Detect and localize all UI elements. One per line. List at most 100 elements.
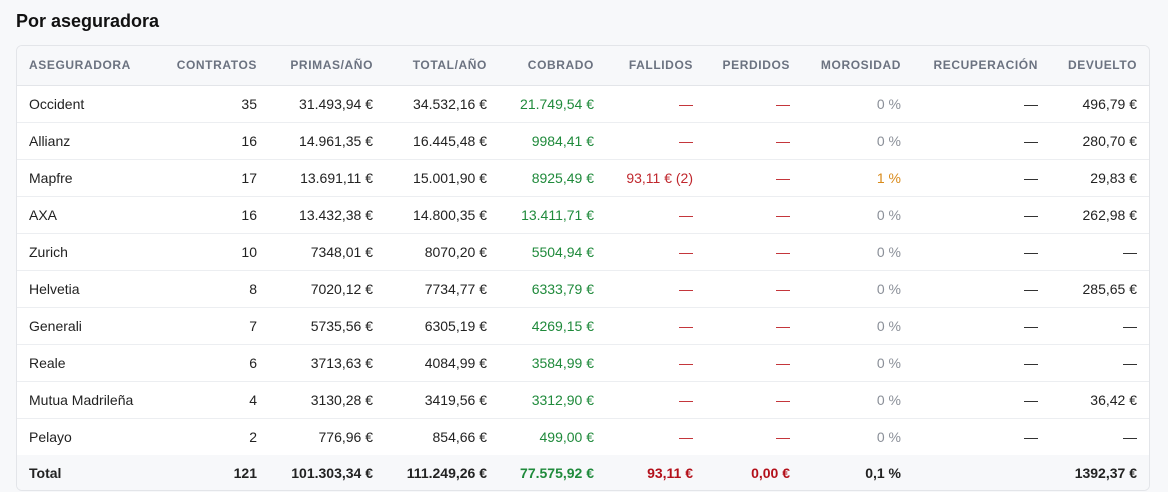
cell-fallidos: — — [594, 85, 693, 123]
cell-cobrado: 6333,79 € — [487, 270, 594, 308]
table-row[interactable]: Helvetia 8 7020,12 €7734,77 €6333,79 € — —0 … — [17, 270, 1149, 308]
col-header-recuperacion[interactable]: RECUPERACIÓN — [901, 46, 1038, 86]
cell-total: 3419,56 € — [373, 381, 487, 419]
cell-primas: 7348,01 € — [257, 233, 373, 271]
totals-cobrado: 77.575,92 € — [520, 464, 594, 481]
col-header-fallidos[interactable]: FALLIDOS — [594, 46, 693, 86]
cell-recuperacion: — — [901, 344, 1038, 382]
cell-morosidad: 0 % — [790, 122, 901, 160]
col-header-contratos[interactable]: CONTRATOS — [150, 46, 257, 86]
col-header-aseguradora[interactable]: ASEGURADORA — [17, 46, 150, 86]
cell-contratos: 10 — [150, 233, 257, 271]
cell-primas: 14.961,35 € — [257, 122, 373, 160]
table-row[interactable]: Pelayo 2 776,96 € 854,66 € 499,00 € — — 0 % — — — [17, 418, 1149, 455]
cell-perdidos: — — [693, 344, 790, 382]
table-row[interactable]: Mapfre 17 13.691,11 €15.001,90 €8925,49 €9… — [17, 159, 1149, 197]
cell-contratos: 16 — [150, 122, 257, 160]
col-header-cobrado[interactable]: COBRADO — [487, 46, 594, 86]
table-row[interactable]: Reale 6 3713,63 €4084,99 €3584,99 € — —0 % — — — [17, 344, 1149, 382]
cell-devuelto: — — [1123, 428, 1137, 445]
cell-aseguradora: Mutua Madrileña — [17, 381, 150, 419]
cell-contratos: 16 — [150, 196, 257, 234]
cell-cobrado: 8925,49 € — [487, 159, 594, 197]
cell-aseguradora: Generali — [17, 307, 150, 345]
cell-perdidos: — — [693, 307, 790, 345]
cell-total: 6305,19 € — [373, 307, 487, 345]
cell-total: 854,66 € — [432, 428, 488, 445]
cell-total: 34.532,16 € — [373, 85, 487, 123]
cell-fallidos: — — [679, 428, 693, 445]
cell-recuperacion: — — [901, 85, 1038, 123]
totals-primas: 101.303,34 € — [291, 464, 373, 481]
cell-perdidos: — — [693, 159, 790, 197]
cell-primas: 31.493,94 € — [257, 85, 373, 123]
cell-aseguradora: Helvetia — [17, 270, 150, 308]
cell-aseguradora: Zurich — [17, 233, 150, 271]
table-row[interactable]: Zurich 10 7348,01 €8070,20 €5504,94 € — —0 %… — [17, 233, 1149, 271]
cell-contratos: 7 — [150, 307, 257, 345]
col-header-morosidad[interactable]: MOROSIDAD — [790, 46, 901, 86]
cell-morosidad: 0 % — [790, 381, 901, 419]
cell-perdidos: — — [776, 428, 790, 445]
cell-morosidad: 0 % — [790, 344, 901, 382]
totals-total: 111.249,26 € — [406, 464, 487, 481]
cell-devuelto: — — [1038, 233, 1149, 271]
cell-contratos: 2 — [249, 428, 257, 445]
cell-fallidos: — — [594, 233, 693, 271]
cell-fallidos: — — [594, 381, 693, 419]
table-row[interactable]: Allianz 16 14.961,35 €16.445,48 €9984,41 €… — [17, 122, 1149, 160]
table-header-row: ASEGURADORA CONTRATOS PRIMAS/AÑO TOTAL/A… — [17, 46, 1149, 86]
cell-primas: 3713,63 € — [257, 344, 373, 382]
cell-morosidad: 0 % — [790, 196, 901, 234]
table-row[interactable]: AXA 16 13.432,38 €14.800,35 €13.411,71 € — —… — [17, 196, 1149, 234]
cell-devuelto: 280,70 € — [1038, 122, 1149, 160]
insurer-table-card: ASEGURADORA CONTRATOS PRIMAS/AÑO TOTAL/A… — [16, 45, 1150, 491]
cell-devuelto: — — [1038, 344, 1149, 382]
cell-aseguradora: AXA — [17, 196, 150, 234]
cell-devuelto: 29,83 € — [1038, 159, 1149, 197]
cell-morosidad: 0 % — [790, 307, 901, 345]
cell-total: 4084,99 € — [373, 344, 487, 382]
cell-contratos: 35 — [150, 85, 257, 123]
cell-cobrado: 3312,90 € — [487, 381, 594, 419]
cell-perdidos: — — [693, 270, 790, 308]
totals-label: Total — [29, 464, 62, 481]
cell-fallidos: — — [594, 307, 693, 345]
cell-cobrado: 13.411,71 € — [487, 196, 594, 234]
cell-contratos: 8 — [150, 270, 257, 308]
table-row[interactable]: Occident 35 31.493,94 €34.532,16 €21.749,5… — [17, 85, 1149, 123]
cell-perdidos: — — [693, 233, 790, 271]
table-row[interactable]: Generali 7 5735,56 €6305,19 €4269,15 € — —0 … — [17, 307, 1149, 345]
totals-perdidos: 0,00 € — [751, 464, 790, 481]
cell-recuperacion: — — [1024, 428, 1038, 445]
section-title: Por aseguradora — [16, 11, 160, 31]
totals-recuperacion — [901, 455, 1038, 490]
cell-recuperacion: — — [901, 196, 1038, 234]
cell-recuperacion: — — [901, 159, 1038, 197]
cell-primas: 13.432,38 € — [257, 196, 373, 234]
cell-aseguradora: Pelayo — [29, 428, 72, 445]
cell-primas: 3130,28 € — [257, 381, 373, 419]
cell-primas: 5735,56 € — [257, 307, 373, 345]
cell-perdidos: — — [693, 196, 790, 234]
cell-recuperacion: — — [901, 233, 1038, 271]
table-row[interactable]: Mutua Madrileña 4 3130,28 €3419,56 €3312,9… — [17, 381, 1149, 419]
col-header-perdidos[interactable]: PERDIDOS — [693, 46, 790, 86]
cell-morosidad: 0 % — [876, 428, 901, 445]
cell-recuperacion: — — [901, 122, 1038, 160]
cell-morosidad: 0 % — [790, 85, 901, 123]
cell-contratos: 4 — [150, 381, 257, 419]
cell-fallidos: — — [594, 270, 693, 308]
cell-aseguradora: Allianz — [17, 122, 150, 160]
cell-primas: 7020,12 € — [257, 270, 373, 308]
cell-morosidad: 1 % — [790, 159, 901, 197]
totals-contratos: 121 — [233, 464, 257, 481]
col-header-devuelto[interactable]: DEVUELTO — [1038, 46, 1149, 86]
cell-cobrado: 4269,15 € — [487, 307, 594, 345]
cell-morosidad: 0 % — [790, 233, 901, 271]
col-header-total[interactable]: TOTAL/AÑO — [373, 46, 487, 86]
cell-cobrado: 3584,99 € — [487, 344, 594, 382]
totals-morosidad: 0,1 % — [865, 464, 901, 481]
cell-recuperacion: — — [901, 270, 1038, 308]
col-header-primas[interactable]: PRIMAS/AÑO — [257, 46, 373, 86]
